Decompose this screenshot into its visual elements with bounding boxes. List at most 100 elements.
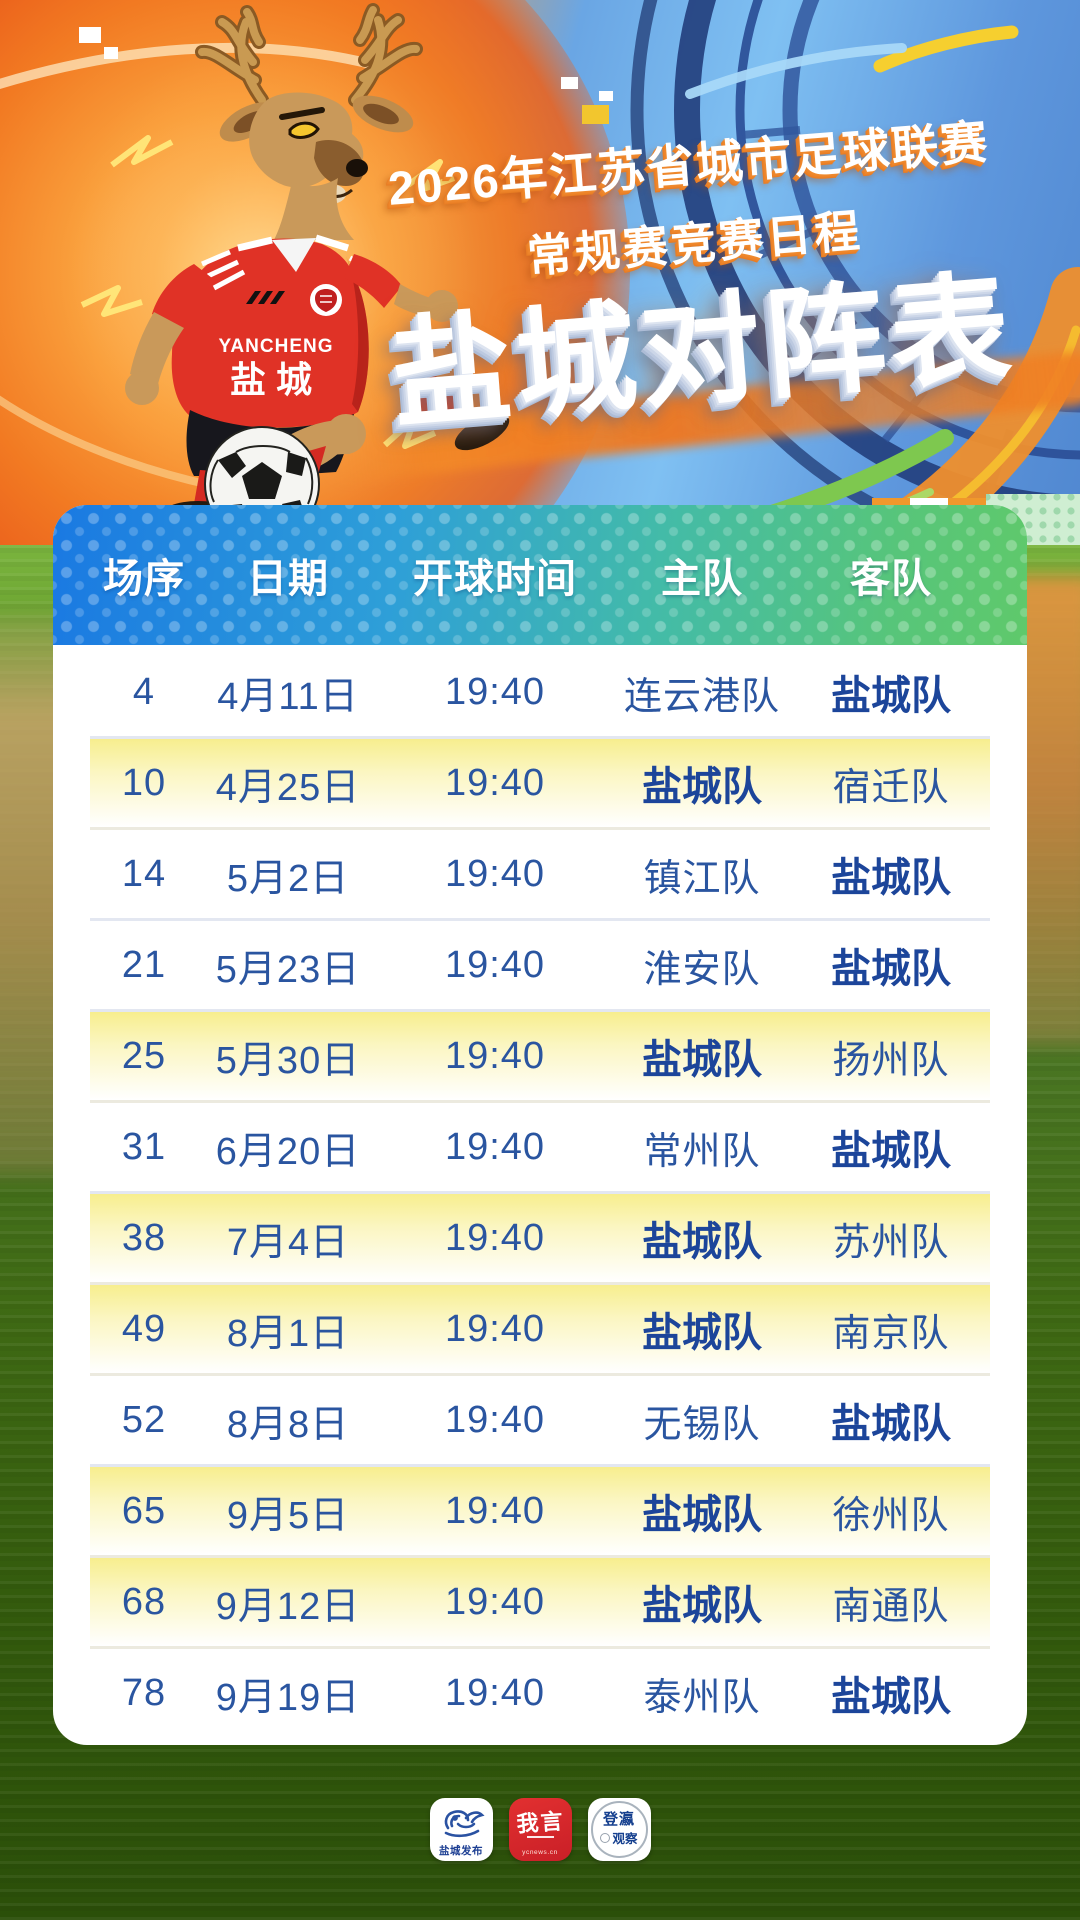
logo-dengying-guancha: 登瀛 观察 <box>587 1798 651 1861</box>
kickoff-time: 19:40 <box>444 1125 546 1168</box>
kickoff-time: 19:40 <box>444 1580 546 1623</box>
table-body: 4 4月11日 19:40 连云港队 盐城队 10 4月25日 19:40 盐城… <box>53 645 1027 1737</box>
kickoff-time: 19:40 <box>444 852 546 895</box>
table-row: 65 9月5日 19:40 盐城队 徐州队 <box>90 1464 990 1555</box>
away-team: 盐城队 <box>831 1402 951 1446</box>
table-row: 10 4月25日 19:40 盐城队 宿迁队 <box>90 736 990 827</box>
logo-dengying-label: 登瀛 <box>602 1810 635 1828</box>
kickoff-time: 19:40 <box>444 670 546 713</box>
away-team: 盐城队 <box>831 674 951 718</box>
table-row: 68 9月12日 19:40 盐城队 南通队 <box>90 1555 990 1646</box>
match-date: 8月8日 <box>226 1403 350 1446</box>
column-header-home-team: 主队 <box>661 557 743 601</box>
table-row: 52 8月8日 19:40 无锡队 盐城队 <box>90 1373 990 1464</box>
home-team: 盐城队 <box>642 1493 762 1537</box>
home-team: 盐城队 <box>642 1584 762 1628</box>
schedule-card: 场序 日期 开球时间 主队 客队 4 4月11日 19:40 连云港队 盐城队 … <box>53 505 1027 1745</box>
footer-logos: 盐城发布 我言 ycnews.cn 登瀛 观察 <box>0 1798 1080 1861</box>
match-date: 5月30日 <box>215 1039 361 1082</box>
away-team: 南通队 <box>832 1585 950 1628</box>
home-team: 泰州队 <box>643 1676 761 1719</box>
table-row: 31 6月20日 19:40 常州队 盐城队 <box>90 1100 990 1191</box>
away-team: 盐城队 <box>831 947 951 991</box>
logo-yancheng-fabu-label: 盐城发布 <box>439 1845 483 1857</box>
pixel-deco <box>104 47 118 59</box>
away-team: 盐城队 <box>831 1675 951 1719</box>
table-row: 21 5月23日 19:40 淮安队 盐城队 <box>90 918 990 1009</box>
column-header-kickoff-time: 开球时间 <box>413 557 577 601</box>
table-row: 25 5月30日 19:40 盐城队 扬州队 <box>90 1009 990 1100</box>
table-row: 14 5月2日 19:40 镇江队 盐城队 <box>90 827 990 918</box>
match-date: 5月2日 <box>226 857 350 900</box>
match-number: 31 <box>121 1125 167 1168</box>
table-row: 49 8月1日 19:40 盐城队 南京队 <box>90 1282 990 1373</box>
match-number: 10 <box>121 761 167 804</box>
kickoff-time: 19:40 <box>444 1398 546 1441</box>
logo-woyan-label: 我言 <box>515 1808 565 1837</box>
match-date: 8月1日 <box>226 1312 350 1355</box>
adidas-logo <box>246 291 285 304</box>
kickoff-time: 19:40 <box>444 1216 546 1259</box>
away-team: 盐城队 <box>831 856 951 900</box>
column-header-away-team: 客队 <box>850 557 932 601</box>
column-header-match-no: 场序 <box>103 557 185 601</box>
kickoff-time: 19:40 <box>444 943 546 986</box>
logo-guancha-label: 观察 <box>612 1832 638 1847</box>
match-number: 52 <box>121 1398 167 1441</box>
table-row: 4 4月11日 19:40 连云港队 盐城队 <box>90 645 990 736</box>
match-date: 4月25日 <box>215 766 361 809</box>
phoenix-seal-icon <box>444 1810 485 1838</box>
circle-seal-icon: 登瀛 观察 <box>590 1801 648 1858</box>
kickoff-time: 19:40 <box>444 1489 546 1532</box>
home-team: 盐城队 <box>642 1038 762 1082</box>
match-date: 9月5日 <box>226 1494 350 1537</box>
logo-yancheng-fabu: 盐城发布 <box>429 1798 493 1861</box>
pixel-deco <box>79 27 101 43</box>
home-team: 盐城队 <box>642 1220 762 1264</box>
home-team: 常州队 <box>643 1130 761 1173</box>
kickoff-time: 19:40 <box>444 1671 546 1714</box>
match-date: 4月11日 <box>217 675 359 718</box>
jersey-brand-text: YANCHENG <box>219 336 334 357</box>
away-team: 扬州队 <box>832 1039 950 1082</box>
logo-woyan-url: ycnews.cn <box>522 1849 558 1856</box>
home-team: 淮安队 <box>643 948 761 991</box>
match-number: 14 <box>121 852 167 895</box>
team-crest <box>310 284 342 316</box>
pixel-deco <box>599 91 613 101</box>
poster-title-block: 2026年江苏省城市足球联赛 常规赛竞赛日程 盐城对阵表 <box>334 99 1060 443</box>
match-number: 25 <box>121 1034 167 1077</box>
home-team: 镇江队 <box>643 857 761 900</box>
pixel-deco <box>561 77 578 89</box>
logo-woyan: 我言 ycnews.cn <box>508 1798 572 1861</box>
pixel-deco <box>582 105 609 124</box>
match-date: 9月12日 <box>215 1585 361 1628</box>
match-number: 68 <box>121 1580 167 1623</box>
home-team: 盐城队 <box>642 1311 762 1355</box>
antlers <box>195 3 423 107</box>
home-team: 盐城队 <box>642 765 762 809</box>
home-team: 无锡队 <box>643 1403 761 1446</box>
away-team: 盐城队 <box>831 1129 951 1173</box>
match-number: 4 <box>132 670 156 713</box>
kickoff-time: 19:40 <box>444 1034 546 1077</box>
kickoff-time: 19:40 <box>444 761 546 804</box>
jersey-name-text: 盐城 <box>230 359 322 400</box>
away-team: 徐州队 <box>832 1494 950 1537</box>
match-number: 78 <box>121 1671 167 1714</box>
home-team: 连云港队 <box>623 675 780 718</box>
table-row: 78 9月19日 19:40 泰州队 盐城队 <box>90 1646 990 1737</box>
match-date: 9月19日 <box>215 1676 361 1719</box>
match-number: 21 <box>121 943 167 986</box>
jersey: YANCHENG 盐城 <box>171 234 382 428</box>
match-number: 65 <box>121 1489 167 1532</box>
column-header-date: 日期 <box>247 557 329 601</box>
table-header: 场序 日期 开球时间 主队 客队 <box>53 505 1027 645</box>
away-team: 苏州队 <box>832 1221 950 1264</box>
match-date: 6月20日 <box>215 1130 361 1173</box>
match-number: 49 <box>121 1307 167 1350</box>
match-date: 7月4日 <box>226 1221 350 1264</box>
kickoff-time: 19:40 <box>444 1307 546 1350</box>
table-row: 38 7月4日 19:40 盐城队 苏州队 <box>90 1191 990 1282</box>
